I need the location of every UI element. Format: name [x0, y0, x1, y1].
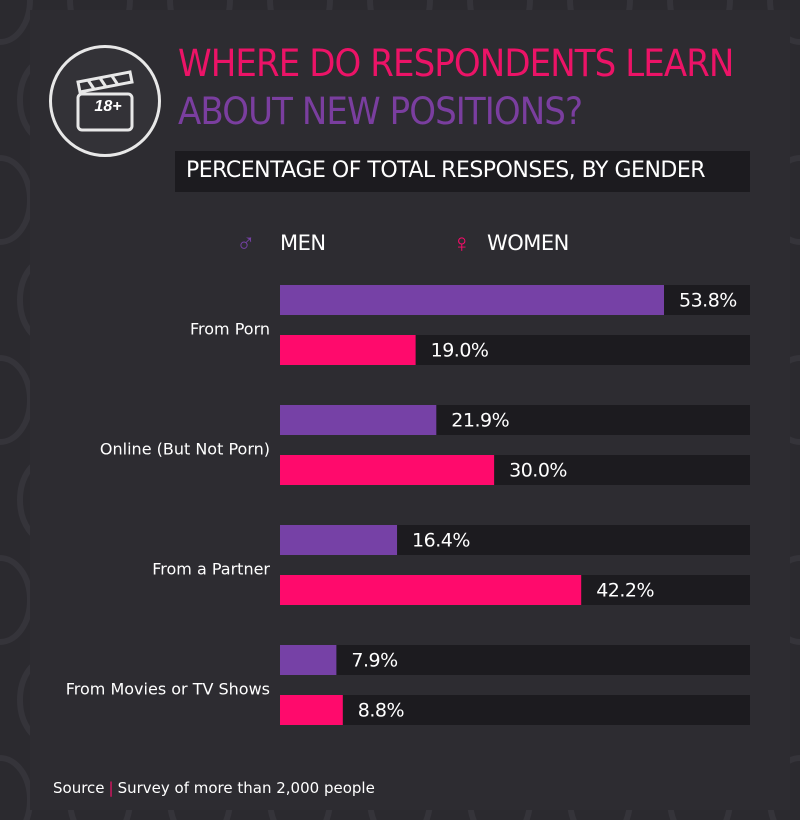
bar-women	[280, 695, 343, 725]
bar-men	[280, 645, 337, 675]
category-label: Online (But Not Porn)	[100, 440, 270, 459]
source-label: Source	[53, 779, 105, 797]
data-label: 53.8%	[679, 290, 737, 312]
bar-women	[280, 455, 495, 485]
subtitle-banner: PERCENTAGE OF TOTAL RESPONSES, BY GENDER	[175, 151, 750, 192]
bar-men	[280, 285, 664, 315]
category-label: From a Partner	[152, 560, 270, 579]
bar-women	[280, 575, 582, 605]
bar-men	[280, 405, 437, 435]
logo-18plus-text: 18+	[94, 98, 122, 115]
source-separator: |	[108, 779, 114, 797]
bar-track	[280, 645, 750, 675]
data-label: 16.4%	[412, 530, 470, 552]
data-label: 30.0%	[509, 460, 567, 482]
title-line-2: ABOUT NEW POSITIONS?	[178, 90, 583, 133]
male-symbol-icon: ♂	[236, 228, 256, 258]
data-label: 21.9%	[451, 410, 509, 432]
chart-subtitle: PERCENTAGE OF TOTAL RESPONSES, BY GENDER	[186, 158, 706, 183]
source-text: Survey of more than 2,000 people	[117, 779, 375, 797]
data-label: 8.8%	[358, 700, 404, 722]
data-label: 19.0%	[431, 340, 489, 362]
clapperboard-icon	[76, 70, 134, 132]
clapperboard-logo: 18+	[49, 45, 161, 157]
data-label: 42.2%	[596, 580, 654, 602]
bar-women	[280, 335, 416, 365]
legend-women-label: WOMEN	[487, 231, 569, 255]
title-line-1: WHERE DO RESPONDENTS LEARN	[178, 42, 734, 85]
legend-men-label: MEN	[280, 231, 326, 255]
data-label: 7.9%	[351, 650, 397, 672]
category-label: From Porn	[190, 320, 270, 339]
bar-men	[280, 525, 398, 555]
source-note: Source | Survey of more than 2,000 people	[53, 779, 375, 797]
category-label: From Movies or TV Shows	[66, 680, 270, 699]
bar-track	[280, 695, 750, 725]
female-symbol-icon: ♀	[452, 228, 472, 258]
